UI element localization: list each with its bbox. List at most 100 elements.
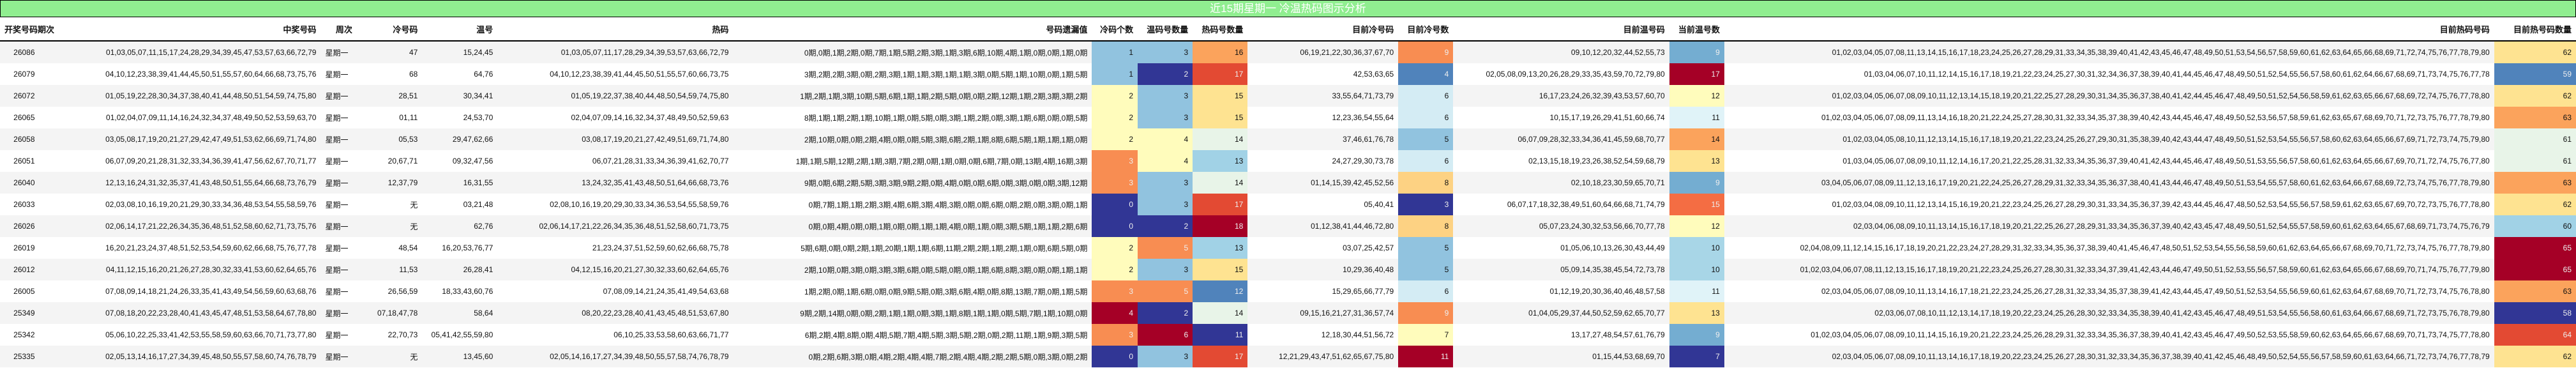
current-warm-numbers-cell: 09,10,12,20,32,44,52,55,73: [1453, 41, 1669, 63]
cold-numbers-cell: 20,67,71: [356, 150, 423, 172]
table-row[interactable]: 26019 16,20,21,23,24,37,48,51,52,53,54,59…: [0, 237, 2576, 259]
table-row[interactable]: 26005 07,08,09,14,18,21,24,26,33,35,41,43…: [0, 280, 2576, 302]
current-cold-count-cell: 5: [1398, 237, 1454, 259]
table-body: 26086 01,03,05,07,11,15,17,24,28,29,34,39…: [0, 41, 2576, 367]
miss-values-cell: 1期,2期,0期,1期,6期,0期,0期,9期,5期,0期,3期,6期,4期,0…: [733, 280, 1092, 302]
header-current-hot[interactable]: 目前热码号码: [1724, 17, 2494, 42]
header-cold-count[interactable]: 冷码个数: [1092, 17, 1138, 42]
hot-numbers-cell: 08,20,22,23,28,40,41,43,45,48,51,53,67,8…: [497, 302, 734, 324]
current-warm-count-cell: 7: [1669, 346, 1724, 367]
header-hot-count[interactable]: 热码号数量: [1193, 17, 1248, 42]
table-row[interactable]: 26065 01,02,04,07,09,11,14,16,24,32,34,37…: [0, 107, 2576, 128]
current-warm-numbers-cell: 06,07,09,28,32,33,34,36,41,45,59,68,70,7…: [1453, 128, 1669, 150]
weekday-cell: 星期一: [320, 41, 357, 63]
current-warm-count-cell: 13: [1669, 150, 1724, 172]
current-cold-numbers-cell: 15,29,65,66,77,79: [1247, 280, 1399, 302]
period-cell: 26051: [0, 150, 40, 172]
weekday-cell: 星期一: [320, 107, 357, 128]
table-row[interactable]: 26072 01,05,19,22,28,30,34,37,38,40,41,44…: [0, 85, 2576, 107]
miss-values-cell: 0期,0期,1期,2期,0期,7期,1期,5期,2期,3期,1期,3期,6期,1…: [733, 41, 1092, 63]
table-row[interactable]: 26040 12,13,16,24,31,32,35,37,41,43,48,50…: [0, 172, 2576, 194]
current-cold-numbers-cell: 05,40,41: [1247, 194, 1399, 215]
current-hot-count-cell: 62: [2494, 41, 2576, 63]
weekday-cell: 星期一: [320, 128, 357, 150]
cold-numbers-cell: 12,37,79: [356, 172, 423, 194]
current-cold-numbers-cell: 42,53,63,65: [1247, 63, 1399, 85]
cold-numbers-cell: 28,51: [356, 85, 423, 107]
warm-numbers-cell: 05,41,42,55,59,80: [422, 324, 498, 346]
winning-numbers-cell: 03,05,08,17,19,20,21,27,29,42,47,49,51,5…: [39, 128, 321, 150]
hot-count-cell: 13: [1193, 150, 1248, 172]
header-current-warm-count[interactable]: 当前温号数: [1669, 17, 1724, 42]
weekday-cell: 星期一: [320, 194, 357, 215]
table-row[interactable]: 26058 03,05,08,17,19,20,21,27,29,42,47,49…: [0, 128, 2576, 150]
table-row[interactable]: 25349 07,08,18,20,22,23,28,40,41,43,45,47…: [0, 302, 2576, 324]
current-warm-count-cell: 9: [1669, 172, 1724, 194]
period-cell: 26040: [0, 172, 40, 194]
weekday-cell: 星期一: [320, 85, 357, 107]
table-row[interactable]: 25335 02,05,13,14,16,17,27,34,39,45,48,50…: [0, 346, 2576, 367]
analysis-table: 开奖号码期次 中奖号码 周次 冷号码 温号 热码 号码遗漏值 冷码个数 温码号数…: [0, 17, 2576, 367]
hot-count-cell: 15: [1193, 85, 1248, 107]
weekday-cell: 星期一: [320, 215, 357, 237]
hot-numbers-cell: 02,08,10,16,19,20,29,30,33,34,36,53,54,5…: [497, 194, 734, 215]
cold-count-cell: 2: [1092, 259, 1138, 280]
miss-values-cell: 0期,7期,1期,1期,2期,3期,4期,6期,3期,4期,3期,0期,0期,6…: [733, 194, 1092, 215]
current-cold-count-cell: 5: [1398, 128, 1454, 150]
current-cold-count-cell: 6: [1398, 107, 1454, 128]
current-warm-numbers-cell: 02,10,18,23,30,59,65,70,71: [1453, 172, 1669, 194]
current-cold-numbers-cell: 01,12,38,41,44,46,72,80: [1247, 215, 1399, 237]
table-row[interactable]: 26033 02,03,08,10,16,19,20,21,29,30,33,34…: [0, 194, 2576, 215]
header-current-warm[interactable]: 目前温号码: [1453, 17, 1669, 42]
winning-numbers-cell: 16,20,21,23,24,37,48,51,52,53,54,59,60,6…: [39, 237, 321, 259]
current-warm-count-cell: 12: [1669, 215, 1724, 237]
winning-numbers-cell: 05,06,10,22,25,33,41,42,53,55,58,59,60,6…: [39, 324, 321, 346]
cold-count-cell: 4: [1092, 302, 1138, 324]
table-row[interactable]: 26051 06,07,09,20,21,28,31,32,33,34,36,39…: [0, 150, 2576, 172]
current-warm-count-cell: 11: [1669, 107, 1724, 128]
table-row[interactable]: 25342 05,06,10,22,25,33,41,42,53,55,58,59…: [0, 324, 2576, 346]
hot-count-cell: 17: [1193, 194, 1248, 215]
table-row[interactable]: 26079 04,10,12,23,38,39,41,44,45,50,51,55…: [0, 63, 2576, 85]
cold-count-cell: 1: [1092, 41, 1138, 63]
header-numbers[interactable]: 中奖号码: [39, 17, 321, 42]
cold-count-cell: 1: [1092, 63, 1138, 85]
current-hot-count-cell: 61: [2494, 128, 2576, 150]
header-current-cold-count[interactable]: 目前冷号数: [1398, 17, 1454, 42]
hot-count-cell: 18: [1193, 215, 1248, 237]
table-row[interactable]: 26086 01,03,05,07,11,15,17,24,28,29,34,39…: [0, 41, 2576, 63]
header-weekday[interactable]: 周次: [320, 17, 357, 42]
current-warm-numbers-cell: 16,17,23,24,26,32,39,43,53,57,60,70: [1453, 85, 1669, 107]
winning-numbers-cell: 07,08,18,20,22,23,28,40,41,43,45,47,48,5…: [39, 302, 321, 324]
page-title: 近15期星期一 冷温热码图示分析: [0, 0, 2576, 17]
current-cold-count-cell: 9: [1398, 302, 1454, 324]
weekday-cell: 星期一: [320, 259, 357, 280]
header-warm[interactable]: 温号: [422, 17, 498, 42]
current-warm-count-cell: 15: [1669, 194, 1724, 215]
miss-values-cell: 8期,1期,1期,2期,1期,10期,1期,0期,5期,0期,3期,1期,2期,…: [733, 107, 1092, 128]
winning-numbers-cell: 01,02,04,07,09,11,14,16,24,32,34,37,48,4…: [39, 107, 321, 128]
table-row[interactable]: 26026 02,06,14,17,21,22,26,34,35,36,48,51…: [0, 215, 2576, 237]
current-cold-numbers-cell: 12,21,29,43,47,51,62,65,67,75,80: [1247, 346, 1399, 367]
current-hot-numbers-cell: 01,02,03,04,05,06,07,08,09,10,11,12,13,1…: [1724, 85, 2494, 107]
header-current-hot-count[interactable]: 目前热号码数量: [2494, 17, 2576, 42]
weekday-cell: 星期一: [320, 237, 357, 259]
cold-count-cell: 0: [1092, 346, 1138, 367]
header-miss[interactable]: 号码遗漏值: [733, 17, 1092, 42]
current-warm-count-cell: 9: [1669, 324, 1724, 346]
current-cold-count-cell: 11: [1398, 346, 1454, 367]
header-hot[interactable]: 热码: [497, 17, 734, 42]
current-hot-count-cell: 58: [2494, 302, 2576, 324]
period-cell: 26072: [0, 85, 40, 107]
header-current-cold[interactable]: 目前冷号码: [1247, 17, 1399, 42]
miss-values-cell: 5期,6期,0期,0期,2期,1期,20期,1期,1期,6期,11期,2期,2期…: [733, 237, 1092, 259]
header-warm-count[interactable]: 温码号数量: [1138, 17, 1193, 42]
cold-count-cell: 3: [1092, 172, 1138, 194]
current-warm-numbers-cell: 02,05,08,09,13,20,26,28,29,33,35,43,59,7…: [1453, 63, 1669, 85]
current-hot-count-cell: 60: [2494, 215, 2576, 237]
warm-count-cell: 3: [1138, 41, 1193, 63]
header-cold[interactable]: 冷号码: [356, 17, 423, 42]
header-period[interactable]: 开奖号码期次: [0, 17, 54, 42]
table-row[interactable]: 26012 04,11,12,15,16,20,21,26,27,28,30,32…: [0, 259, 2576, 280]
current-hot-numbers-cell: 02,03,04,05,06,07,08,09,10,11,13,14,16,1…: [1724, 346, 2494, 367]
